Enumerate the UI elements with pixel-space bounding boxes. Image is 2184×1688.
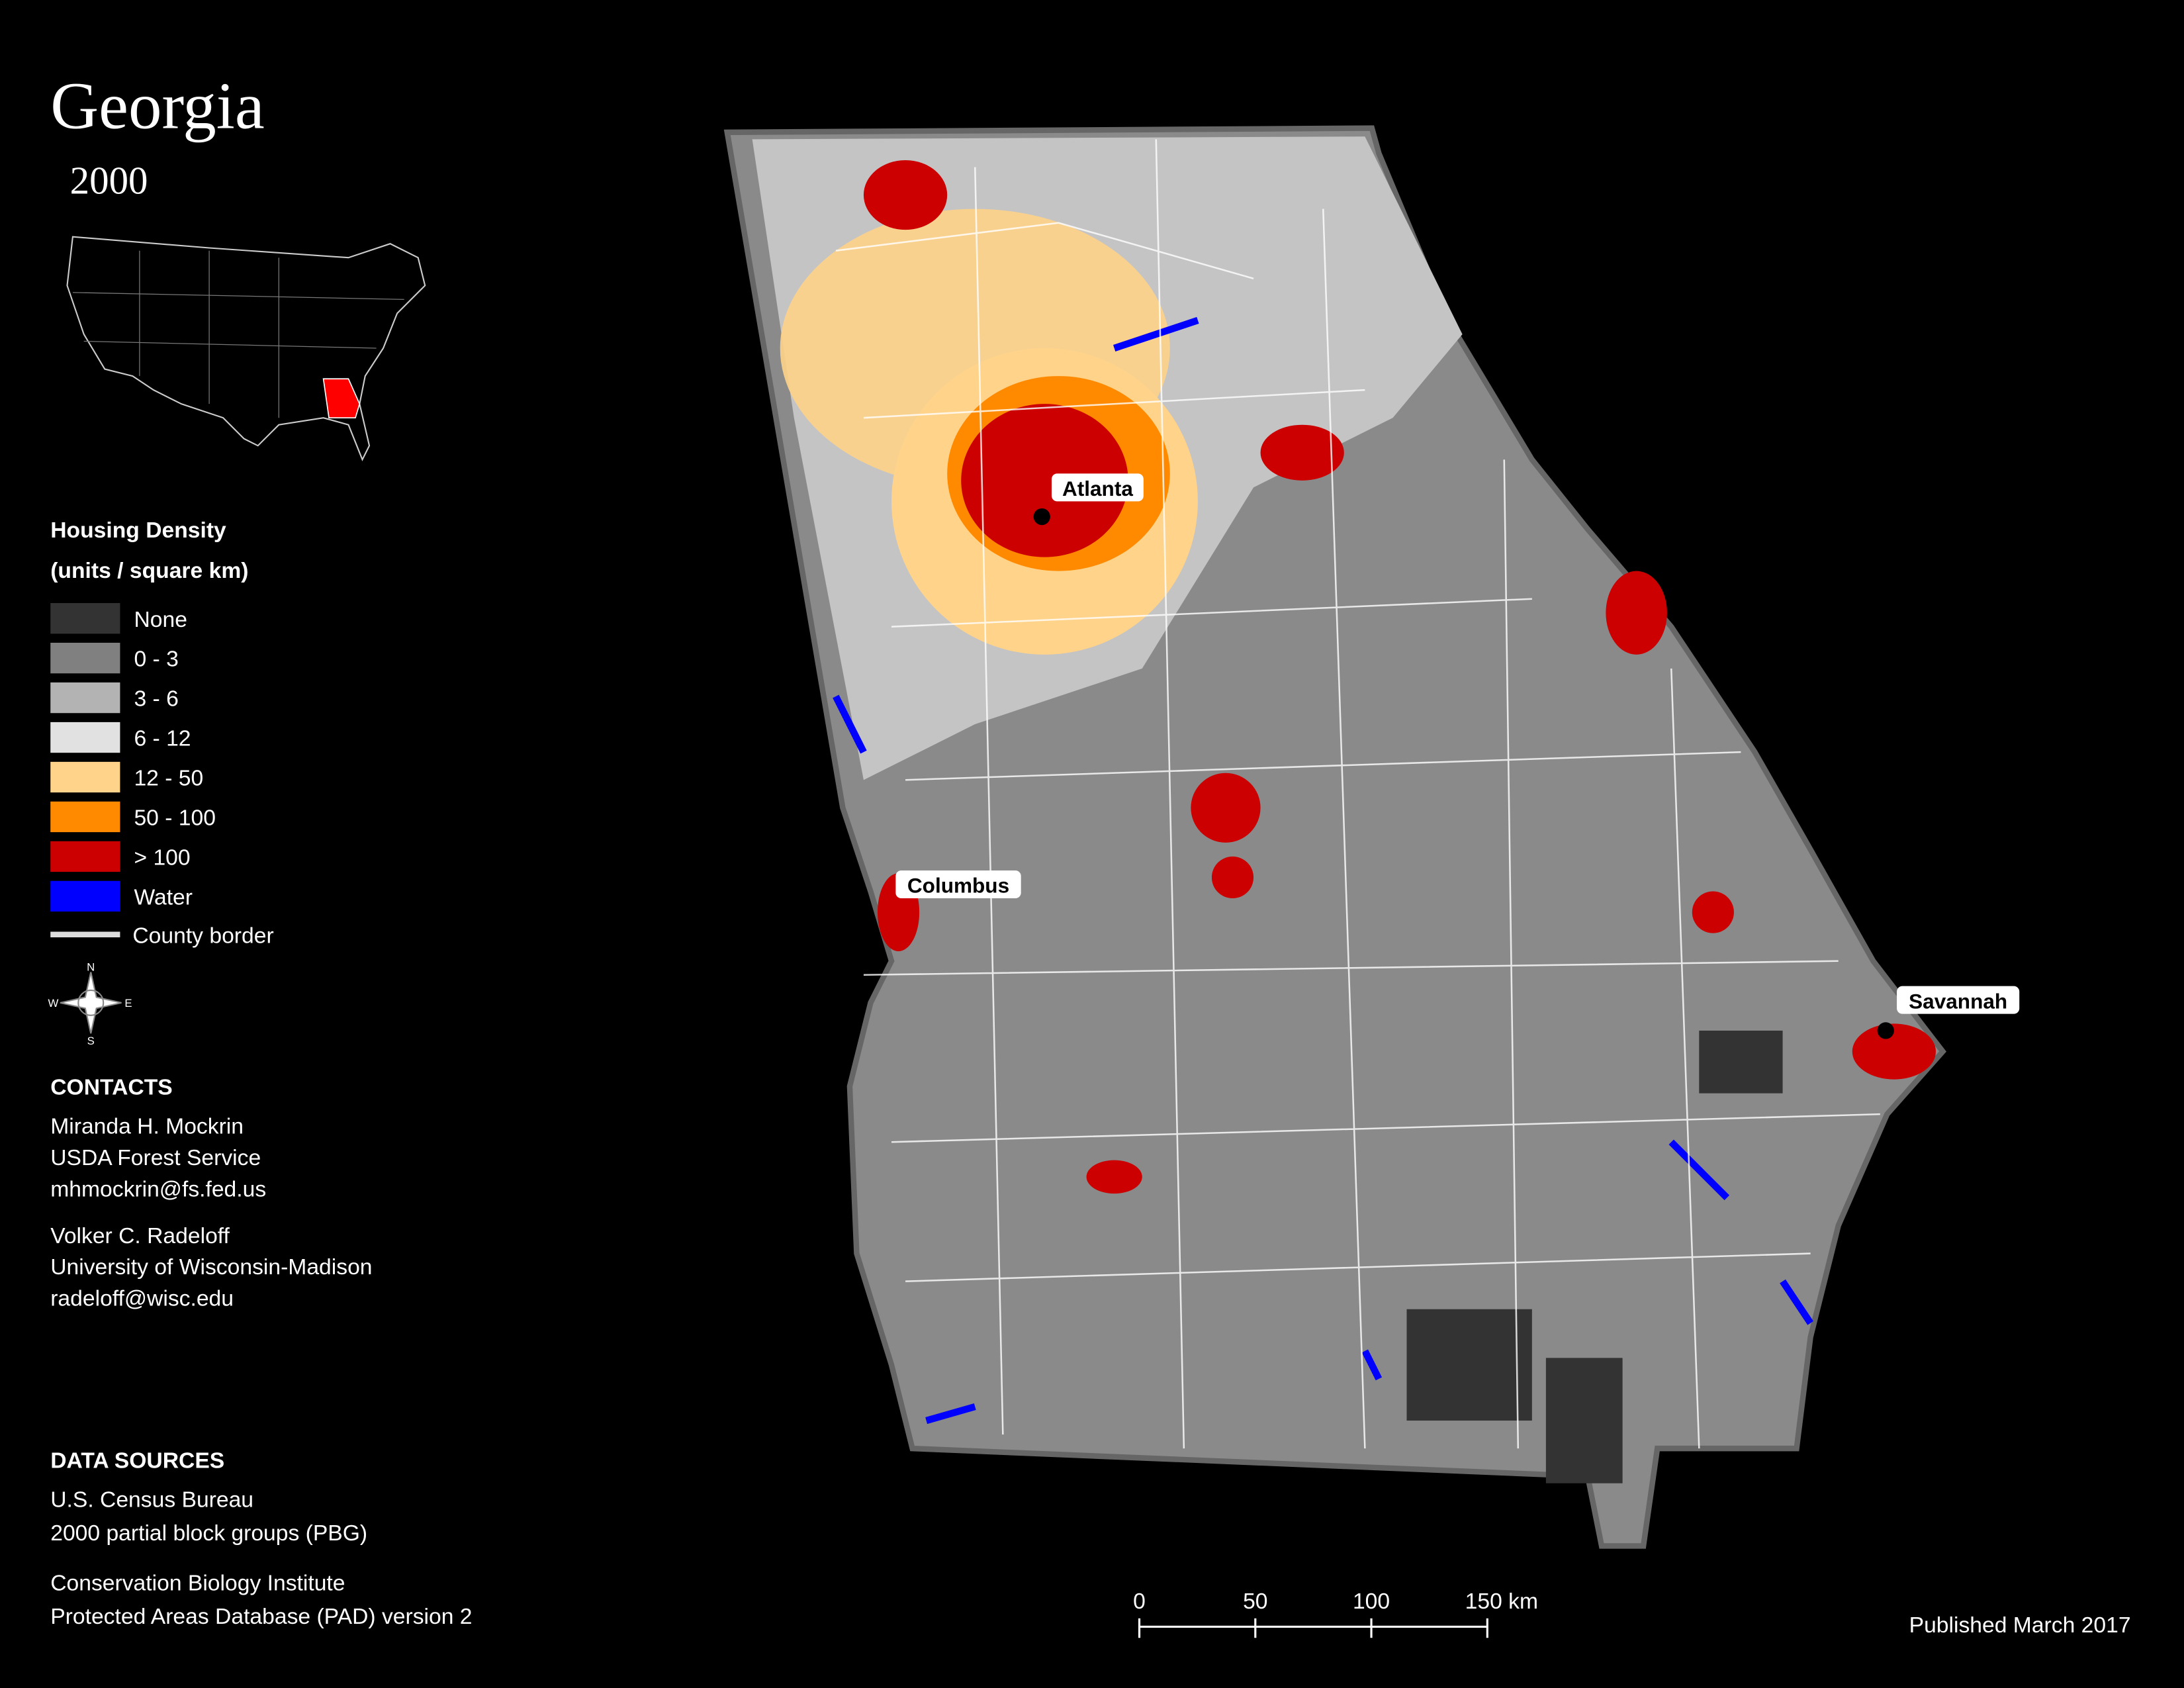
legend-label: 6 - 12 xyxy=(134,727,191,751)
contact-line: radeloff@wisc.edu xyxy=(50,1286,234,1311)
legend-swatch xyxy=(50,801,120,833)
legend-swatch xyxy=(50,880,120,912)
legend-swatch xyxy=(50,761,120,793)
scale-label: 0 xyxy=(1133,1589,1146,1614)
compass: N S E W xyxy=(48,961,132,1047)
compass-label: N xyxy=(87,961,95,973)
us-inset xyxy=(66,236,426,461)
scale-bar: 0 50 100 150 km xyxy=(1133,1589,1538,1638)
city-label: Atlanta xyxy=(1062,477,1133,500)
scale-label: 150 km xyxy=(1465,1589,1538,1614)
compass-label: W xyxy=(48,997,59,1009)
map-year: 2000 xyxy=(70,159,148,202)
legend-swatch xyxy=(50,722,120,753)
contact-line: USDA Forest Service xyxy=(50,1146,261,1170)
legend-label: County border xyxy=(132,923,273,948)
contacts: Miranda H. Mockrin USDA Forest Service mhm… xyxy=(50,1115,372,1311)
legend-label: 12 - 50 xyxy=(134,767,203,791)
map-title: Georgia xyxy=(50,69,264,143)
legend-label: None xyxy=(134,608,187,632)
legend-label: > 100 xyxy=(134,846,190,870)
contact-line: Volker C. Radeloff xyxy=(50,1224,230,1248)
city-labels: Atlanta Columbus Savannah xyxy=(895,473,2020,1014)
legend-label: Water xyxy=(134,886,193,910)
city-label: Savannah xyxy=(1909,989,2007,1013)
legend-swatch xyxy=(50,642,120,674)
legend-label: 0 - 3 xyxy=(134,647,178,672)
legend: None 0 - 3 3 - 6 6 - 12 12 - 50 50 - 100 > 100… xyxy=(50,603,216,912)
source-line: Protected Areas Database (PAD) version 2 xyxy=(50,1605,472,1629)
legend-swatch xyxy=(50,841,120,872)
compass-label: E xyxy=(124,997,132,1009)
source-line: U.S. Census Bureau xyxy=(50,1487,253,1512)
legend-label: 3 - 6 xyxy=(134,687,178,712)
sources: U.S. Census Bureau 2000 partial block gro… xyxy=(50,1487,472,1629)
contacts-title: CONTACTS xyxy=(50,1076,172,1100)
legend-subtitle: (units / square km) xyxy=(50,559,248,583)
sources-title: DATA SOURCES xyxy=(50,1449,224,1474)
compass-label: S xyxy=(87,1035,95,1047)
contact-line: Miranda H. Mockrin xyxy=(50,1115,244,1139)
contact-line: mhmockrin@fs.fed.us xyxy=(50,1177,266,1201)
source-line: Conservation Biology Institute xyxy=(50,1571,345,1596)
scale-label: 50 xyxy=(1243,1589,1267,1614)
legend-label: 50 - 100 xyxy=(134,806,216,831)
legend-title: Housing Density xyxy=(50,518,226,543)
legend-swatch xyxy=(50,603,120,634)
legend-swatch xyxy=(50,682,120,714)
published-note: Published March 2017 xyxy=(1909,1613,2131,1638)
city-label: Columbus xyxy=(907,874,1009,898)
contact-line: University of Wisconsin-Madison xyxy=(50,1255,372,1280)
scale-label: 100 xyxy=(1353,1589,1390,1614)
georgia-map xyxy=(723,125,1946,1549)
source-line: 2000 partial block groups (PBG) xyxy=(50,1521,367,1546)
